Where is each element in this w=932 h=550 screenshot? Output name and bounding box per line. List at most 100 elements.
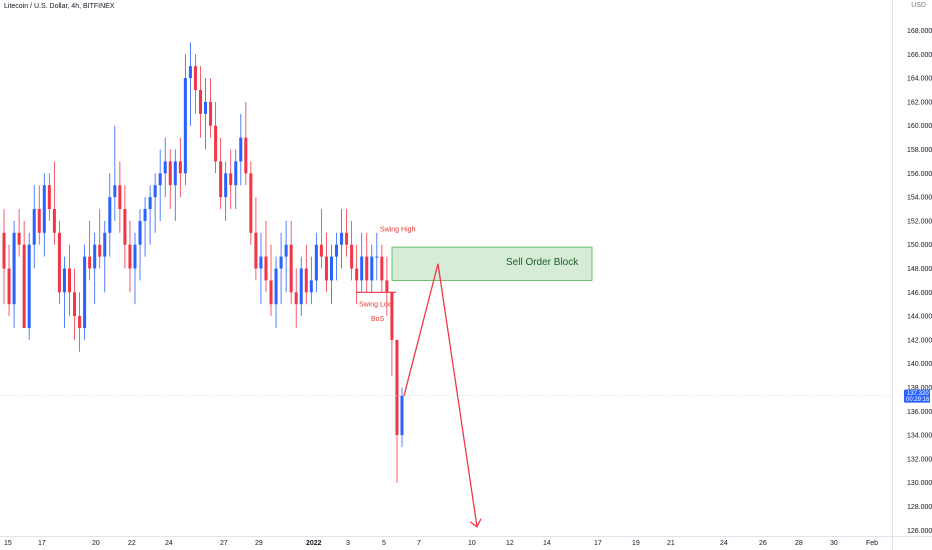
price-tick-label: 144.000	[907, 314, 932, 321]
price-tick-label: 136.000	[907, 409, 932, 416]
candle-body	[173, 161, 177, 186]
time-tick-label: 20	[92, 540, 100, 547]
candle-body	[83, 256, 87, 328]
candle-body	[93, 244, 97, 269]
price-tick-label: 128.000	[907, 504, 932, 511]
candle-body	[219, 161, 223, 198]
candle-body	[239, 137, 243, 162]
candle-body	[27, 244, 31, 328]
price-axis[interactable]: 126.000 128.000 130.000 132.000 134.000 136.0…	[907, 28, 932, 535]
candle-body	[304, 268, 308, 293]
currency-label: USD	[911, 2, 926, 9]
candle-body	[390, 292, 394, 340]
candle-body	[279, 256, 283, 269]
candle-body	[309, 280, 313, 293]
candle-body	[289, 244, 293, 293]
candle-body	[299, 268, 303, 305]
price-tick-label: 142.000	[907, 337, 932, 344]
candle-body	[380, 256, 384, 281]
candle-body	[168, 161, 172, 186]
candle-body	[259, 256, 263, 269]
price-tick-label: 150.000	[907, 242, 932, 249]
candle-body	[7, 268, 11, 305]
candles	[2, 42, 404, 483]
candle-body	[78, 316, 82, 328]
candle-body	[355, 268, 359, 281]
candle-body	[375, 256, 379, 258]
arrow-head	[469, 518, 482, 528]
price-tick-label: 166.000	[907, 52, 932, 59]
candle-countdown: 00:29:16	[906, 397, 930, 403]
candle-body	[138, 220, 142, 245]
time-tick-label: 17	[594, 540, 602, 547]
candle-body	[365, 256, 369, 281]
time-tick-label: 12	[506, 540, 514, 547]
time-tick-label: 10	[468, 540, 476, 547]
bos-label: BoS	[371, 316, 385, 323]
candle-body	[22, 244, 26, 328]
time-tick-label: 27	[220, 540, 228, 547]
candle-body	[17, 232, 21, 245]
candle-body	[32, 209, 36, 245]
projection-arrow	[403, 263, 482, 528]
price-tick-label: 148.000	[907, 266, 932, 273]
candle-body	[2, 232, 6, 269]
candle-body	[103, 232, 107, 257]
candle-body	[47, 185, 51, 209]
candle-body	[52, 209, 56, 233]
candle-body	[67, 268, 72, 293]
time-tick-label: 28	[795, 540, 803, 547]
candle-body	[284, 244, 288, 257]
swing-low-label: Swing Low	[359, 302, 394, 309]
candle-body	[224, 173, 228, 198]
candle-body	[143, 209, 147, 221]
price-tick-label: 154.000	[907, 195, 932, 202]
current-price-tag	[904, 389, 930, 403]
candle-body	[400, 395, 404, 436]
candle-body	[113, 185, 117, 198]
price-tick-label: 132.000	[907, 456, 932, 463]
swing-high-label: Swing High	[380, 227, 416, 234]
candle-body	[193, 66, 197, 90]
time-tick-label: 29	[255, 540, 263, 547]
candle-body	[204, 101, 208, 114]
candle-body	[108, 197, 112, 233]
candle-body	[183, 78, 187, 174]
time-tick-label: 3	[346, 540, 350, 547]
candle-body	[395, 339, 399, 436]
price-tick-label: 146.000	[907, 290, 932, 297]
candle-body	[118, 185, 122, 209]
candle-body	[163, 161, 167, 174]
time-tick-label: 24	[720, 540, 728, 547]
price-tick-label: 162.000	[907, 99, 932, 106]
candle-body	[264, 256, 268, 281]
candle-body	[324, 256, 328, 281]
price-tick-label: 156.000	[907, 171, 932, 178]
time-axis[interactable]: 15 17 20 22 24 27 29 2022 3 5 7 10 12 14 17 19 21 24 26 28 3…	[4, 540, 878, 547]
time-tick-label: 15	[4, 540, 12, 547]
time-tick-label: 24	[165, 540, 173, 547]
price-tick-label: 134.000	[907, 433, 932, 440]
candle-body	[209, 101, 213, 126]
price-tick-label: 152.000	[907, 218, 932, 225]
time-tick-label: 2022	[306, 540, 322, 547]
candle-body	[88, 256, 92, 269]
candle-body	[314, 244, 318, 281]
price-tick-label: 164.000	[907, 76, 932, 83]
candle-body	[214, 125, 218, 162]
candle-body	[319, 244, 323, 257]
candle-body	[360, 256, 364, 281]
candle-body	[12, 232, 16, 305]
time-tick-label: 17	[38, 540, 46, 547]
candle-body	[148, 197, 152, 209]
price-tick-label: 140.000	[907, 361, 932, 368]
candle-body	[37, 209, 41, 233]
candle-body	[370, 256, 374, 281]
candle-body	[42, 185, 46, 233]
candle-body	[244, 137, 248, 174]
time-tick-label: 30	[830, 540, 838, 547]
chart-title: Litecoin / U.S. Dollar, 4h, BITFINEX	[4, 3, 115, 10]
candle-body	[340, 232, 344, 245]
